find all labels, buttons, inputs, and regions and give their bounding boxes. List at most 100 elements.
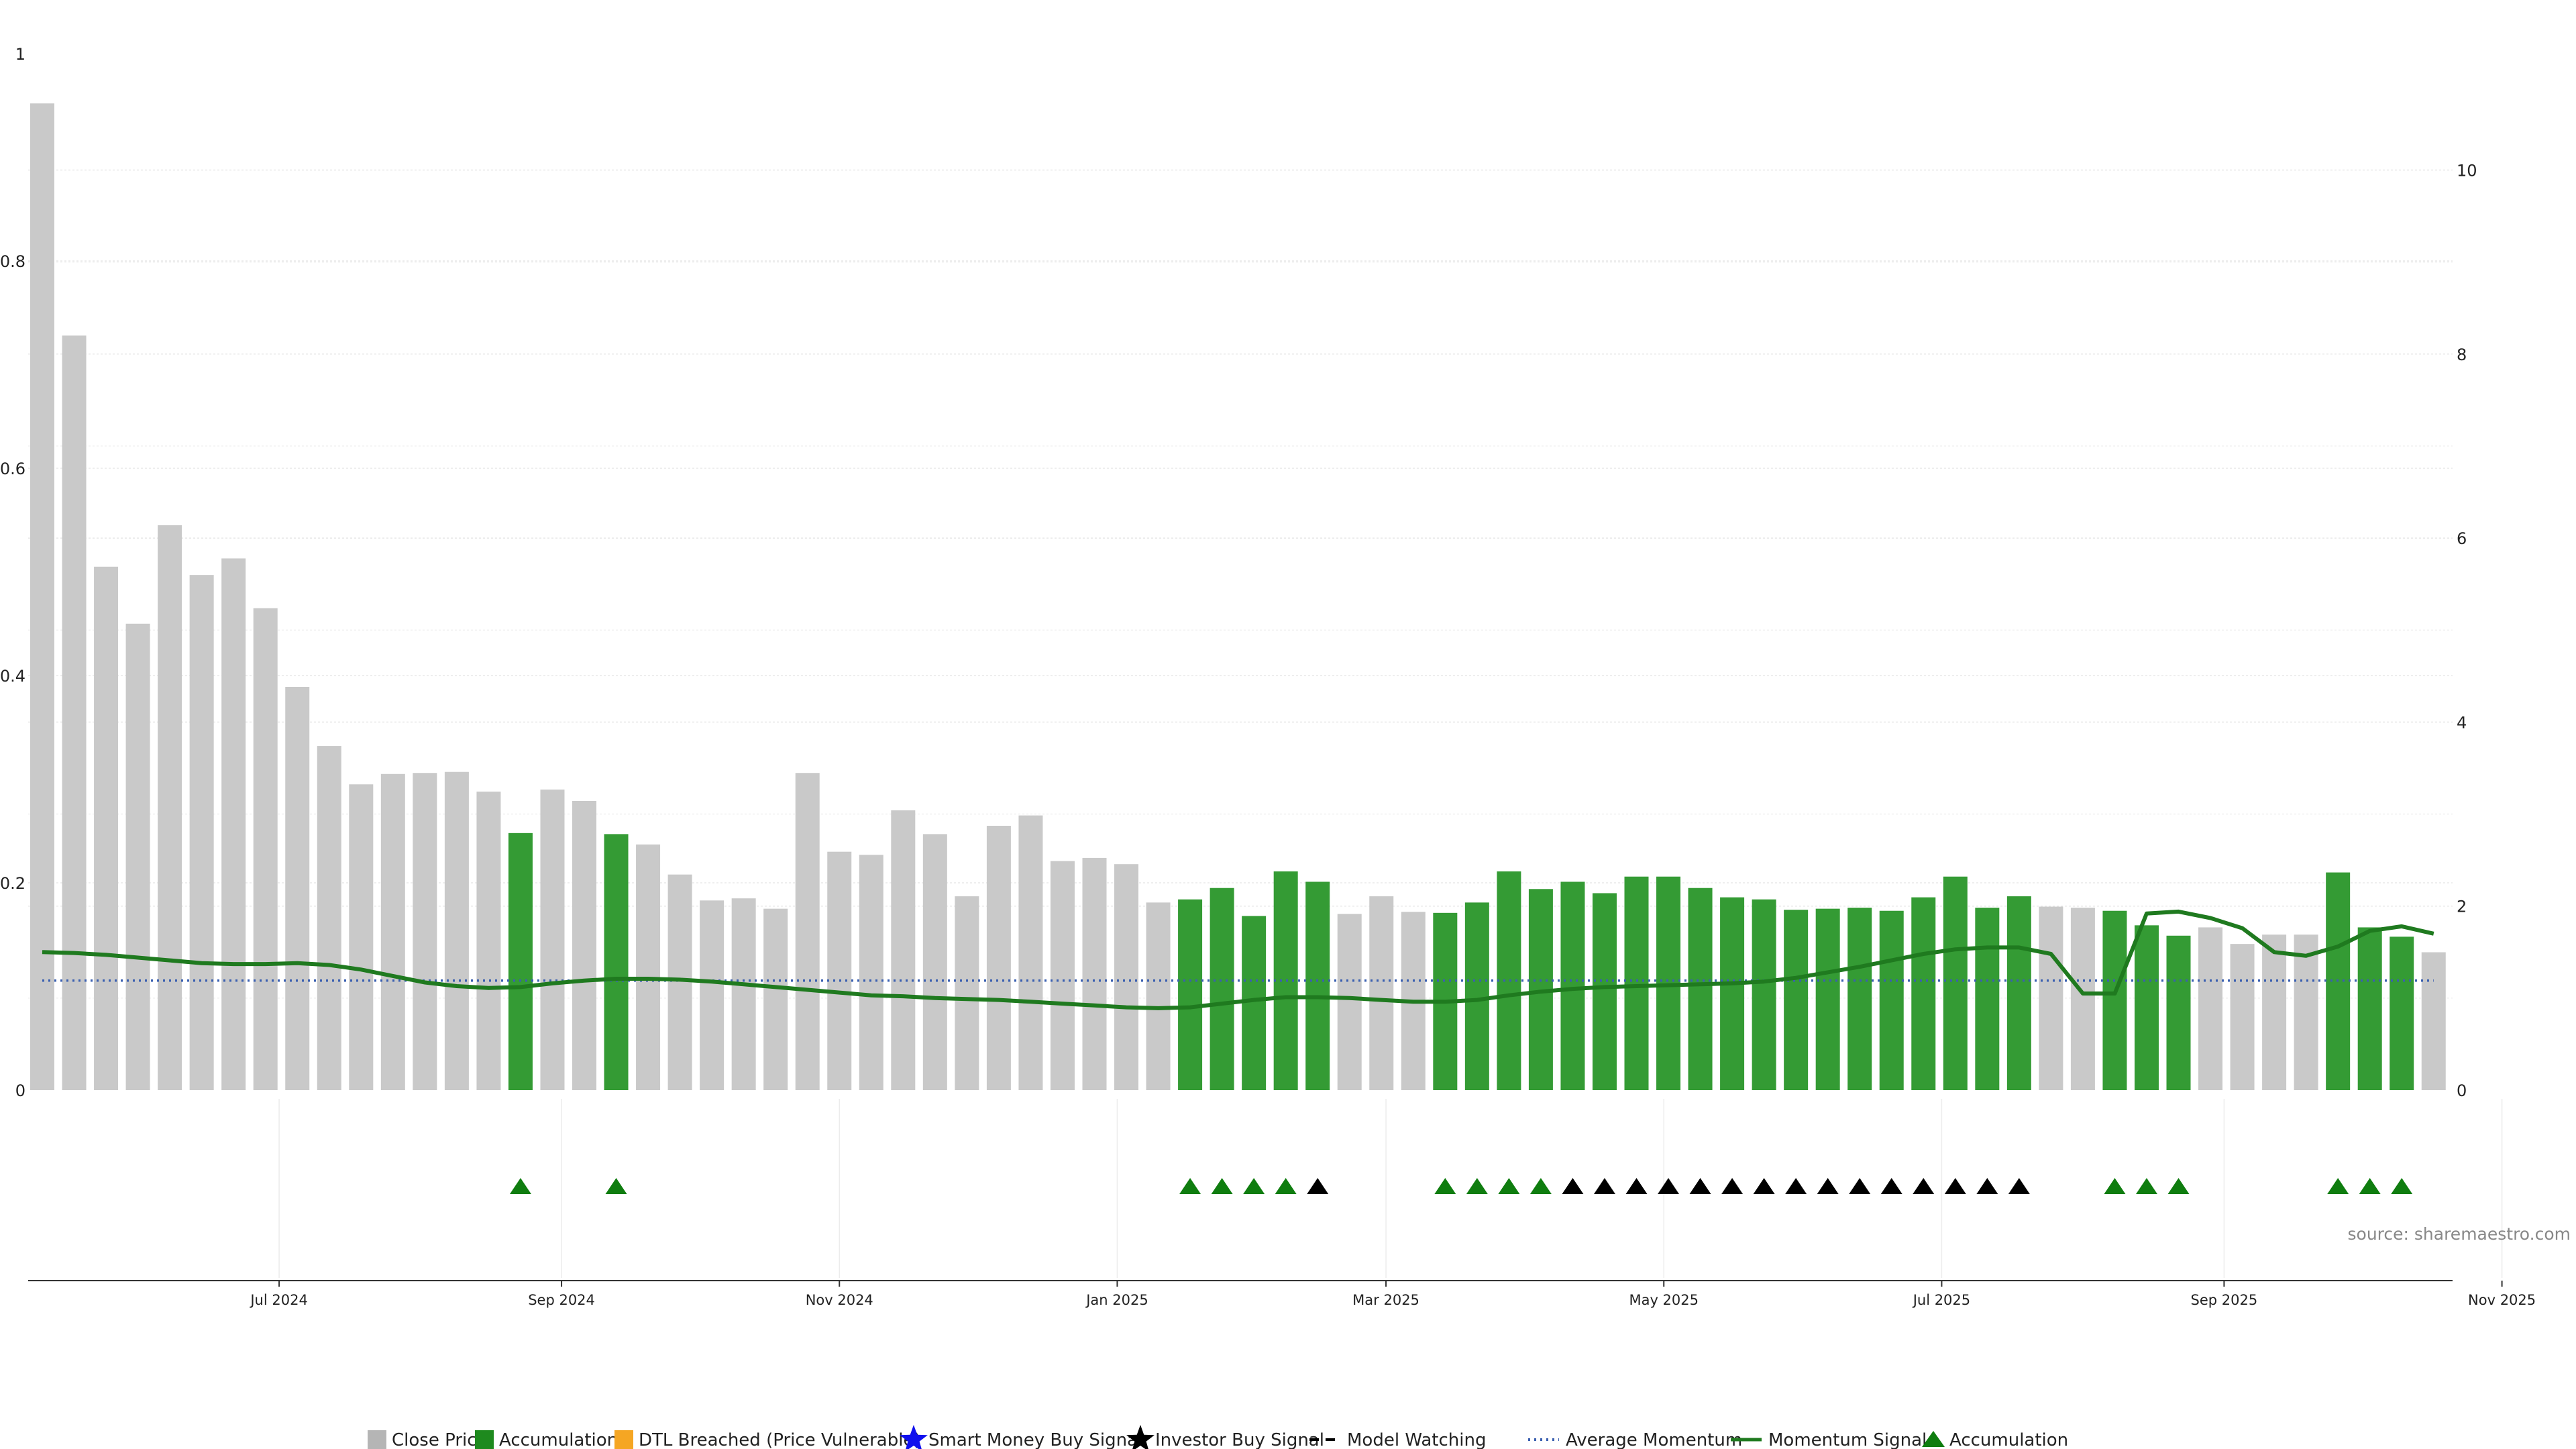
investor-signal-triangle: [1721, 1178, 1743, 1194]
close-price-bar: [158, 525, 182, 1090]
accumulation-bar: [1943, 876, 1968, 1090]
legend-item: Model Watching: [1309, 1430, 1486, 1449]
accumulation-bar: [1273, 871, 1298, 1090]
close-price-bar: [285, 686, 310, 1090]
accumulation-triangle: [2359, 1178, 2381, 1194]
investor-signal-triangle: [1880, 1178, 1902, 1194]
blue-star-icon: [900, 1425, 928, 1449]
close-price-bar: [2039, 906, 2063, 1090]
close-price-bar: [795, 773, 820, 1090]
accumulation-bar: [1464, 902, 1489, 1090]
investor-signal-triangle: [1849, 1178, 1871, 1194]
accumulation-triangle: [1434, 1178, 1456, 1194]
investor-signal-triangle: [1562, 1178, 1584, 1194]
accumulation-triangle: [1179, 1178, 1201, 1194]
legend-item: Close Price: [368, 1430, 488, 1449]
investor-signal-triangle: [1625, 1178, 1648, 1194]
accumulation-bar: [1688, 888, 1713, 1090]
accumulation-bar: [2357, 927, 2382, 1090]
y-left-tick-label: 0: [15, 1081, 25, 1100]
close-price-bar: [986, 826, 1011, 1090]
close-price-bar: [2070, 908, 2095, 1090]
close-price-bar: [349, 784, 374, 1090]
signal-panel: [278, 1099, 2503, 1278]
accumulation-triangle: [2327, 1178, 2349, 1194]
close-price-bar: [922, 834, 947, 1090]
investor-signal-triangle: [1593, 1178, 1615, 1194]
close-price-bar: [859, 855, 883, 1090]
accumulation-bar: [1847, 908, 1872, 1090]
x-tick-label: Sep 2024: [528, 1292, 595, 1308]
investor-signal-triangle: [1785, 1178, 1807, 1194]
accumulation-triangle: [509, 1178, 531, 1194]
y-left-tick-label: 0.4: [0, 667, 25, 686]
close-price-bar: [221, 558, 246, 1090]
x-tick-label: Jan 2025: [1085, 1292, 1148, 1308]
y-left-tick-label: 0.6: [0, 460, 25, 478]
y-right-tick-label: 6: [2457, 529, 2467, 548]
close-price-bar: [636, 844, 661, 1090]
legend-item: Accumulation: [1922, 1430, 2068, 1449]
close-price-bar: [253, 608, 278, 1090]
close-price-bar: [30, 103, 54, 1090]
x-tick-label: May 2025: [1629, 1292, 1699, 1308]
accumulation-bar: [2134, 925, 2159, 1090]
close-price-bar: [62, 335, 87, 1090]
x-tick-label: Mar 2025: [1352, 1292, 1419, 1308]
x-tick-label: Jul 2024: [249, 1292, 307, 1308]
y-right-tick-label: 0: [2457, 1081, 2467, 1100]
legend-label: Close Price: [392, 1430, 488, 1449]
close-price-bar: [413, 773, 437, 1090]
close-price-bar: [1018, 815, 1043, 1090]
accumulation-bar: [1784, 910, 1809, 1090]
gray-square-icon: [368, 1430, 386, 1449]
left-axis: 0 0.2 0.4 0.6 0.8 1: [0, 45, 25, 1100]
accumulation-bar: [1752, 899, 1776, 1090]
accumulation-bar: [1879, 910, 1904, 1090]
legend-label: Investor Buy Signal: [1155, 1430, 1324, 1449]
y-left-tick-label: 1: [15, 45, 25, 64]
investor-signal-triangle: [1658, 1178, 1680, 1194]
source-note: source: sharemaestro.com: [2348, 1224, 2571, 1244]
close-price-bar: [476, 792, 501, 1090]
x-tick-label: Sep 2025: [2191, 1292, 2258, 1308]
close-price-bar: [667, 874, 692, 1090]
accumulation-bar: [1560, 881, 1585, 1090]
y-right-tick-label: 8: [2457, 345, 2467, 364]
x-axis: Jul 2024 Sep 2024 Nov 2024 Jan 2025 Mar 2025…: [28, 1280, 2536, 1308]
close-price-bar: [1369, 896, 1394, 1090]
close-price-bar: [700, 900, 724, 1090]
close-price-bar: [731, 898, 756, 1090]
close-price-bar: [1050, 861, 1075, 1090]
close-price-bar: [2421, 952, 2446, 1090]
accumulation-triangle: [2104, 1178, 2126, 1194]
close-price-bar: [2198, 927, 2223, 1090]
legend-label: Accumulation: [499, 1430, 618, 1449]
legend-item: Average Momentum: [1528, 1430, 1742, 1449]
accumulation-bar: [604, 834, 629, 1090]
accumulation-bar: [2102, 910, 2127, 1090]
close-price-bar: [827, 851, 852, 1090]
x-tick-label: Jul 2025: [1912, 1292, 1970, 1308]
close-price-bar: [955, 896, 979, 1090]
accumulation-bar: [1592, 893, 1617, 1090]
y-right-tick-label: 4: [2457, 713, 2467, 732]
bars-group: [30, 103, 2446, 1090]
close-price-bar: [891, 810, 916, 1090]
close-price-bar: [94, 566, 119, 1090]
investor-signal-triangle: [2008, 1178, 2030, 1194]
accumulation-triangle: [605, 1178, 627, 1194]
accumulation-triangle: [1498, 1178, 1520, 1194]
accumulation-bar: [1305, 881, 1330, 1090]
close-price-bar: [763, 908, 788, 1090]
green-triangle-icon: [1922, 1431, 1945, 1447]
accumulation-bar: [2006, 896, 2031, 1090]
accumulation-bar: [1242, 916, 1267, 1090]
close-price-bar: [189, 575, 214, 1090]
close-price-bar: [572, 800, 597, 1090]
legend: Close Price Accumulation DTL Breached (Pri…: [368, 1425, 2068, 1449]
investor-signal-triangle: [1689, 1178, 1711, 1194]
y-right-tick-label: 2: [2457, 898, 2467, 916]
accumulation-bar: [1210, 888, 1234, 1090]
